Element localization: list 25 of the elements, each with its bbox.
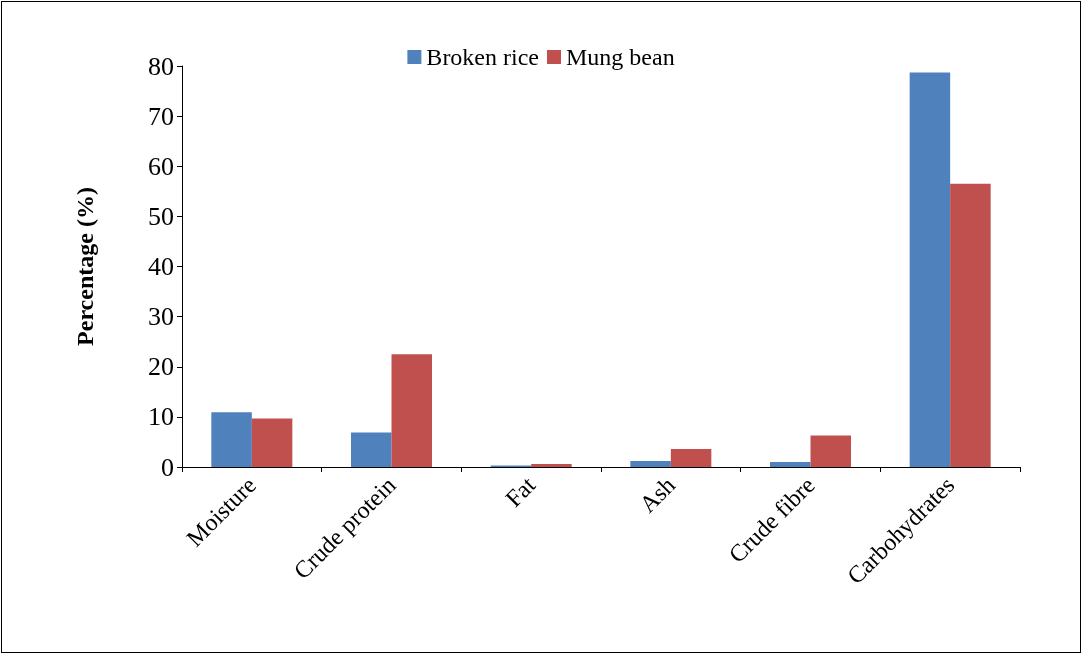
x-tick-label: Fat <box>500 471 541 512</box>
y-tick-label: 80 <box>148 51 174 81</box>
y-tick-label: 50 <box>148 201 174 231</box>
y-tick-label: 30 <box>148 302 174 332</box>
y-tick-label: 0 <box>161 452 174 482</box>
bar <box>810 435 851 467</box>
bar <box>211 412 252 467</box>
bar <box>531 463 572 467</box>
bar <box>670 448 712 467</box>
bar <box>391 354 432 467</box>
bar <box>630 460 671 467</box>
y-tick-label: 10 <box>148 402 174 432</box>
y-tick-label: 40 <box>148 252 174 281</box>
bar <box>351 432 392 467</box>
legend-label: Broken rice <box>426 44 539 70</box>
bar <box>770 461 811 467</box>
x-tick-label: Ash <box>634 471 681 518</box>
y-tick-label: 20 <box>148 352 174 382</box>
bar <box>251 418 293 467</box>
bar <box>950 183 991 467</box>
bar <box>909 72 951 467</box>
legend-label: Mung bean <box>565 44 675 70</box>
y-tick-label: 70 <box>148 101 174 131</box>
y-axis-title: Percentage (%) <box>72 187 98 346</box>
y-tick-label: 60 <box>148 151 174 181</box>
